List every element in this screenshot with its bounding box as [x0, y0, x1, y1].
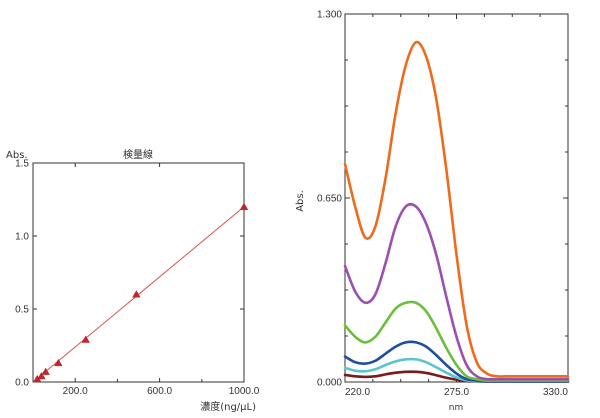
spectra-y-axis-label: Abs.: [295, 190, 306, 212]
calibration-x-tick-label: 200.0: [63, 386, 88, 397]
calibration-y-tick-label: 0.5: [15, 305, 29, 316]
calibration-y-axis-label: Abs.: [6, 150, 28, 161]
spectra-chart: Abs. nm 0.000 0.650 1.300 220.0 275.0 330.0: [295, 10, 570, 413]
spectra-series-line: [343, 300, 570, 382]
calibration-x-tick-label: 600.0: [147, 386, 172, 397]
calibration-data-point: [37, 371, 46, 380]
spectra-y-tick-label: 0.650: [317, 194, 342, 205]
calibration-data-point: [54, 358, 63, 367]
spectra-series-line: [343, 202, 570, 381]
calibration-data-point: [132, 290, 141, 298]
calibration-x-axis-label: 濃度(ng/μL): [200, 400, 256, 413]
calibration-data-point: [33, 374, 42, 383]
spectra-y-tick-label: 0.000: [317, 378, 342, 389]
calibration-data-point: [239, 202, 249, 210]
spectra-x-tick-label: 275.0: [444, 387, 469, 398]
spectra-plot-frame: [344, 13, 569, 383]
spectra-y-tick-label: 1.300: [317, 10, 342, 21]
calibration-y-tick-label: 1.0: [15, 232, 29, 243]
calibration-data-point: [81, 335, 90, 343]
spectra-x-tick-label: 330.0: [543, 387, 568, 398]
calibration-y-tick-label: 0.0: [15, 378, 29, 389]
spectra-x-tick-label: 220.0: [345, 387, 370, 398]
calibration-x-tick-label: 1000.0: [229, 386, 260, 397]
calibration-y-tick-label: 1.5: [15, 159, 29, 170]
calibration-data-point: [41, 367, 50, 375]
calibration-plot-frame: [32, 162, 245, 383]
spectra-x-axis-label: nm: [449, 403, 463, 413]
calibration-chart-title: 検量線: [123, 148, 153, 161]
spectra-series-line: [343, 40, 570, 378]
calibration-chart: 検量線 Abs. 濃度(ng/μL) 0.0 0.5 1.0 1.5 200.0 600.…: [6, 148, 260, 413]
